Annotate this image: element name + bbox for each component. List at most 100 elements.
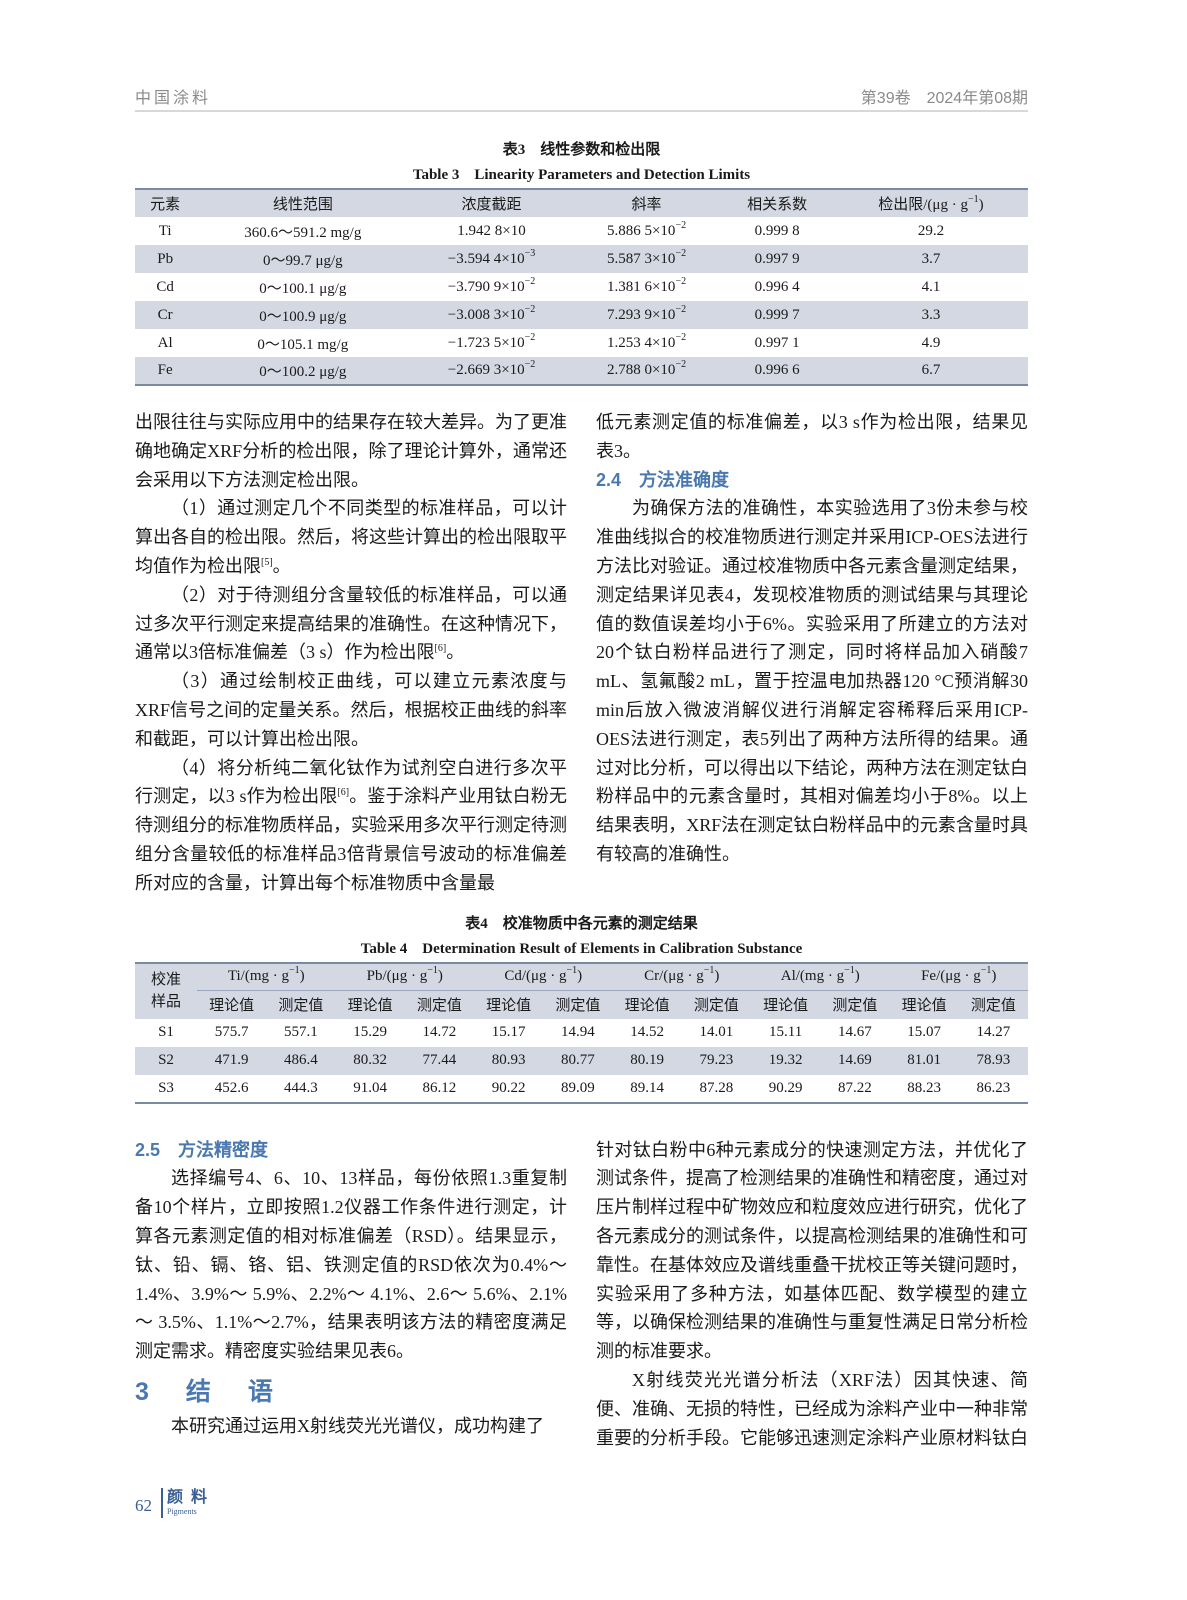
exponent: −3 — [524, 247, 536, 259]
lower-columns: 2.5 方法精密度选择编号4、6、10、13样品，每份依照1.3重复制备10个样… — [135, 1136, 1028, 1453]
table-cell: 80.32 — [353, 1052, 387, 1069]
element-group-header: Fe/(μg · g−1) — [889, 962, 1028, 992]
paragraph: （2）对于待测组分含量较低的标准样品，可以通过多次平行测定来提高结果的准确性。在… — [135, 584, 567, 663]
element-group-header: Ti/(mg · g−1) — [197, 962, 336, 992]
sub-column-header: 测定值 — [970, 998, 1016, 1015]
table4: 校准样品 Ti/(mg · g−1) Pb/(μg · g−1) Cd/(μg · g… — [135, 961, 1028, 1104]
table-cell: 471.9 — [214, 1052, 249, 1069]
exponent: −1 — [427, 965, 438, 977]
table-cell: 14.01 — [699, 1024, 734, 1041]
table4-title-en: Table 4 Determination Result of Elements… — [360, 940, 803, 957]
table-row: Cr 0～100.9 μg/g −3.008 3×10−2 7.293 9×10−2 0… — [135, 301, 1028, 329]
journal-name: 中国涂料 — [135, 90, 212, 107]
paragraph: （1）通过测定几个不同类型的标准样品，可以计算出各自的检出限。然后，将这些计算出… — [135, 498, 567, 576]
table-cell: 0.997 1 — [754, 334, 800, 351]
table-row: Cd 0～100.1 μg/g −3.790 9×10−2 1.381 6×10−2 0… — [135, 273, 1028, 301]
table-cell: 29.2 — [917, 222, 945, 239]
subsection-heading: 2.5 方法精密度 — [135, 1139, 269, 1160]
table-cell: 1.942 8×10 — [457, 222, 526, 239]
element-group-header: Pb/(μg · g−1) — [335, 962, 474, 992]
citation: [5] — [261, 556, 273, 568]
table3-column-header: 元素 — [150, 197, 181, 213]
table-cell: 7.293 9×10−2 — [606, 303, 687, 323]
lower-left-column: 2.5 方法精密度选择编号4、6、10、13样品，每份依照1.3重复制备10个样… — [135, 1136, 567, 1441]
table-cell: −1.723 5×10−2 — [447, 331, 536, 351]
sub-column-header: 测定值 — [278, 998, 324, 1015]
table3-column-header: 浓度截距 — [461, 197, 522, 213]
sub-column-header: 理论值 — [486, 998, 532, 1015]
exponent: −1 — [980, 965, 992, 977]
section-heading: 3 结 语 — [135, 1377, 279, 1406]
exponent: −2 — [524, 303, 536, 315]
sub-column-header: 理论值 — [901, 998, 947, 1015]
table-cell: Cr — [157, 306, 173, 323]
exponent: −1 — [844, 965, 855, 977]
exponent: −1 — [967, 194, 979, 205]
footer-journal-cn: 颜料 — [167, 1489, 216, 1507]
table-cell: 3.3 — [921, 306, 941, 323]
exponent: −2 — [524, 331, 536, 343]
table-cell: 557.1 — [284, 1024, 318, 1041]
table-cell: 5.587 3×10−2 — [606, 247, 687, 267]
exponent: −2 — [675, 331, 687, 343]
paragraph: 低元素测定值的标准偏差，以3 s作为检出限，结果见表3。 — [596, 412, 1028, 461]
exponent: −2 — [524, 359, 536, 370]
table3-title-cn: 表3 线性参数和检出限 — [502, 142, 661, 158]
table-cell: −2.669 3×10−2 — [447, 359, 536, 379]
table-row: Ti 360.6～591.2 mg/g 1.942 8×10 5.886 5×10−2… — [135, 217, 1028, 245]
row-header: 校准样品 — [150, 972, 181, 1011]
table-cell: 0～100.9 μg/g — [259, 308, 347, 325]
table-cell: 77.44 — [422, 1052, 457, 1069]
page-number: 62 — [135, 1496, 152, 1516]
paragraph: X射线荧光光谱分析法（XRF法）因其快速、简便、准确、无损的特性，已经成为涂料产… — [596, 1369, 1028, 1448]
table4-sub-header: 理论值 测定值 理论值 测定值 理论值 测定值 理论值 测定值 理论值 测定值 理论值 测定值 — [135, 990, 1028, 1019]
exponent: −1 — [703, 965, 715, 977]
table-cell: 5.886 5×10−2 — [606, 219, 687, 239]
table-cell: 360.6～591.2 mg/g — [244, 224, 362, 241]
upper-columns: 出限往往与实际应用中的结果存在较大差异。为了更准确地确定XRF分析的检出限，除了… — [135, 408, 1028, 898]
element-group-header: Al/(mg · g−1) — [751, 962, 890, 992]
table-cell: 4.9 — [921, 334, 941, 351]
exponent: −1 — [289, 965, 300, 977]
table-cell: 486.4 — [284, 1052, 318, 1069]
table-row: Fe 0～100.2 μg/g −2.669 3×10−2 2.788 0×10−2 0… — [135, 357, 1028, 385]
table-cell: 89.09 — [561, 1079, 595, 1096]
footer-divider — [161, 1488, 163, 1519]
table3-column-header: 线性范围 — [272, 197, 333, 213]
table-cell: 3.7 — [921, 250, 941, 267]
paragraph: 选择编号4、6、10、13样品，每份依照1.3重复制备10个样片，立即按照1.2… — [135, 1168, 567, 1362]
table-cell: 19.32 — [768, 1052, 803, 1069]
table-cell: 88.23 — [907, 1079, 941, 1096]
table3-column-header: 相关系数 — [747, 197, 808, 213]
table-cell: 0.996 6 — [754, 362, 800, 378]
sub-column-header: 理论值 — [763, 998, 809, 1015]
table-cell: 4.1 — [921, 278, 941, 295]
table-cell: Pb — [157, 250, 174, 267]
table-row: S2 471.9 486.4 80.32 77.44 80.93 80.77 80.19 79.… — [135, 1046, 1028, 1075]
exponent: −2 — [675, 275, 687, 287]
sub-column-header: 测定值 — [693, 998, 739, 1015]
table-cell: 452.6 — [214, 1079, 249, 1096]
table4-title-cn: 表4 校准物质中各元素的测定结果 — [465, 915, 698, 932]
table-cell: Cd — [156, 278, 174, 295]
citation: [6] — [337, 787, 350, 799]
paragraph: 本研究通过运用X射线荧光光谱仪，成功构建了 — [171, 1415, 544, 1436]
table-cell: S2 — [158, 1052, 174, 1069]
table-cell: 14.94 — [561, 1024, 595, 1041]
sub-column-header: 测定值 — [832, 998, 878, 1015]
table-cell: 15.07 — [907, 1024, 941, 1041]
sub-column-header: 理论值 — [347, 998, 393, 1015]
table-cell: 0.999 7 — [754, 306, 800, 323]
table-cell: −3.790 9×10−2 — [447, 275, 536, 295]
table-row: Al 0～105.1 mg/g −1.723 5×10−2 1.253 4×10−2 0… — [135, 329, 1028, 357]
table-cell: 80.77 — [561, 1052, 595, 1069]
table-cell: 1.253 4×10−2 — [606, 331, 687, 351]
table-cell: 15.17 — [491, 1024, 526, 1041]
exponent: −1 — [566, 965, 578, 977]
table3-header-row: 元素 线性范围 浓度截距 斜率 相关系数 检出限/(μg · g−1) — [135, 189, 1028, 217]
table3: 元素 线性范围 浓度截距 斜率 相关系数 检出限/(μg · g−1) Ti 360.6～5… — [135, 188, 1028, 386]
exponent: −2 — [675, 359, 687, 370]
citation: [6] — [434, 643, 447, 655]
table-cell: 90.29 — [768, 1079, 803, 1096]
table-cell: 0～105.1 mg/g — [257, 336, 349, 353]
